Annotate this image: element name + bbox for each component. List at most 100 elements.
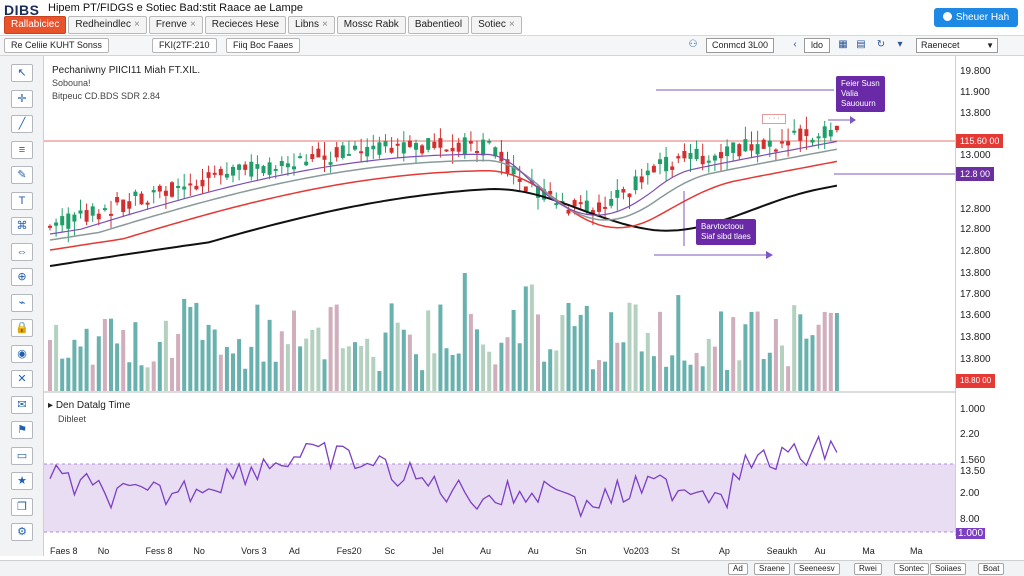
menu-tab-4[interactable]: Libns × <box>288 16 335 34</box>
volume-bar <box>572 326 577 391</box>
brush-icon[interactable]: ✎ <box>11 166 33 184</box>
candle-body <box>645 170 650 176</box>
trash-icon[interactable]: ✕ <box>11 370 33 388</box>
menu-tab-7[interactable]: Sotiec × <box>471 16 522 34</box>
price-tick: 12.800 <box>960 224 991 235</box>
symbol-search-input[interactable]: Conmcd 3L00 <box>706 38 774 53</box>
time-tick: No <box>97 546 110 556</box>
volume-bar <box>78 346 83 391</box>
time-axis[interactable]: Faes 8 No Fess 8 No Vors 3 Ad Fes20 Sc Jel Au Au Sn… <box>44 544 955 558</box>
osc-tick: 2.00 <box>960 488 980 499</box>
zoom-icon[interactable]: ⊕ <box>11 268 33 286</box>
small-annotation-box[interactable]: · · · <box>762 114 786 124</box>
candle-body <box>60 216 65 226</box>
toolbar-tab-1[interactable]: FKI(2TF:210 <box>152 38 217 53</box>
candle-body <box>804 129 809 137</box>
measure-icon[interactable]: ⇔ <box>11 242 33 261</box>
volume-bar <box>548 349 553 391</box>
volume-bar <box>389 303 394 391</box>
volume-bar <box>804 338 809 391</box>
magnet-icon[interactable]: ⌁ <box>11 293 33 312</box>
volume-bar <box>523 286 528 391</box>
toolbar-tab-2[interactable]: Fiiq Boc Faaes <box>226 38 301 53</box>
star-icon[interactable]: ★ <box>11 472 33 490</box>
menu-tab-5[interactable]: Mossc Rabk <box>336 16 406 34</box>
osc-tick: 1.560 <box>960 455 986 466</box>
candle-body <box>145 202 150 205</box>
close-icon[interactable]: × <box>189 19 196 30</box>
volume-bar <box>542 361 547 391</box>
grid-icon[interactable]: ▦ <box>838 39 848 50</box>
price-axis[interactable]: 19.800 11.900 13.800 13.000 12.800 12.80… <box>955 56 1024 539</box>
note-icon[interactable]: ✉ <box>11 395 33 414</box>
layout-select[interactable]: Raenecet ▼ <box>916 38 998 53</box>
volume-bar <box>273 361 278 391</box>
menu-tab-2[interactable]: Frenve × <box>148 16 203 34</box>
close-icon[interactable]: × <box>321 19 328 30</box>
eye-icon[interactable]: ◉ <box>11 344 33 363</box>
price-chart[interactable] <box>44 56 955 544</box>
candle-body <box>359 151 364 154</box>
candle-body <box>578 202 583 205</box>
candle-body <box>621 189 626 193</box>
candle-body <box>194 185 199 190</box>
status-button-0[interactable]: Ad <box>728 563 748 575</box>
volume-bar <box>365 338 370 391</box>
volume-bar <box>810 335 815 391</box>
layers-icon[interactable]: ❐ <box>11 497 33 516</box>
volume-bar <box>163 320 168 391</box>
fib-icon[interactable]: ≡ <box>11 140 33 159</box>
people-icon[interactable]: ⚇ <box>688 39 698 50</box>
volume-bar <box>121 329 126 391</box>
menu-tab-6[interactable]: Babentieol <box>407 16 470 34</box>
candle-body <box>121 199 126 213</box>
price-tick: 19.800 <box>960 66 991 77</box>
candle-body <box>298 156 303 159</box>
candle-body <box>261 166 266 174</box>
share-button[interactable]: Sheuer Hah <box>934 8 1018 27</box>
annotation-callout-bottom[interactable]: Barvtoctoou Siaf sibd tlaes <box>696 219 756 245</box>
table-icon[interactable]: ▤ <box>856 39 866 50</box>
status-button-4[interactable]: Sontec <box>894 563 929 575</box>
status-button-1[interactable]: Sraene <box>754 563 790 575</box>
status-button-2[interactable]: Seeneesv <box>794 563 840 575</box>
candle-body <box>499 151 504 162</box>
status-button-5[interactable]: Soiiaes <box>930 563 967 575</box>
range-field[interactable]: ldo <box>804 38 830 53</box>
menu-tab-0[interactable]: Rallabiciec <box>4 16 67 34</box>
trend-line-icon[interactable]: ╱ <box>11 115 33 133</box>
pattern-icon[interactable]: ⌘ <box>11 217 33 235</box>
candle-body <box>542 189 547 200</box>
volume-bar <box>578 314 583 391</box>
time-tick: Sn <box>575 546 587 556</box>
settings-icon[interactable]: ⚙ <box>11 523 33 541</box>
status-button-6[interactable]: Boat <box>978 563 1005 575</box>
volume-bar <box>712 346 717 391</box>
crosshair-icon[interactable]: ✛ <box>11 89 33 108</box>
candle-body <box>834 125 839 131</box>
lock-icon[interactable]: 🔒 <box>11 319 33 337</box>
volume-bar <box>664 366 669 391</box>
ruler-icon[interactable]: ▭ <box>11 446 33 465</box>
candle-body <box>334 147 339 158</box>
menu-tab-1[interactable]: Redheindlec × <box>68 16 147 34</box>
volume-bar <box>438 304 443 391</box>
close-icon[interactable]: × <box>508 19 515 30</box>
text-icon[interactable]: T <box>11 191 33 210</box>
osc-tick: 1.000 <box>960 404 986 415</box>
menu-tab-3[interactable]: Recieces Hese <box>204 16 287 34</box>
refresh-icon[interactable]: ↻ <box>876 39 886 50</box>
volume-bar <box>475 329 479 391</box>
annotation-callout-top[interactable]: Feier Susn Valia Sauouurn <box>836 76 885 112</box>
chevron-down-icon[interactable]: ▾ <box>897 39 903 50</box>
volume-bar <box>298 346 303 391</box>
time-tick: Sc <box>384 546 395 556</box>
cursor-icon[interactable]: ↖ <box>11 64 33 82</box>
chevron-left-icon[interactable]: ‹ <box>793 39 797 50</box>
candle-body <box>48 225 52 228</box>
price-tick: 13.000 <box>960 150 991 161</box>
alert-icon[interactable]: ⚑ <box>11 421 33 439</box>
close-icon[interactable]: × <box>133 19 140 30</box>
status-button-3[interactable]: Rwei <box>854 563 882 575</box>
toolbar-tab-0[interactable]: Re Celiie KUHT Sonss <box>4 38 109 53</box>
